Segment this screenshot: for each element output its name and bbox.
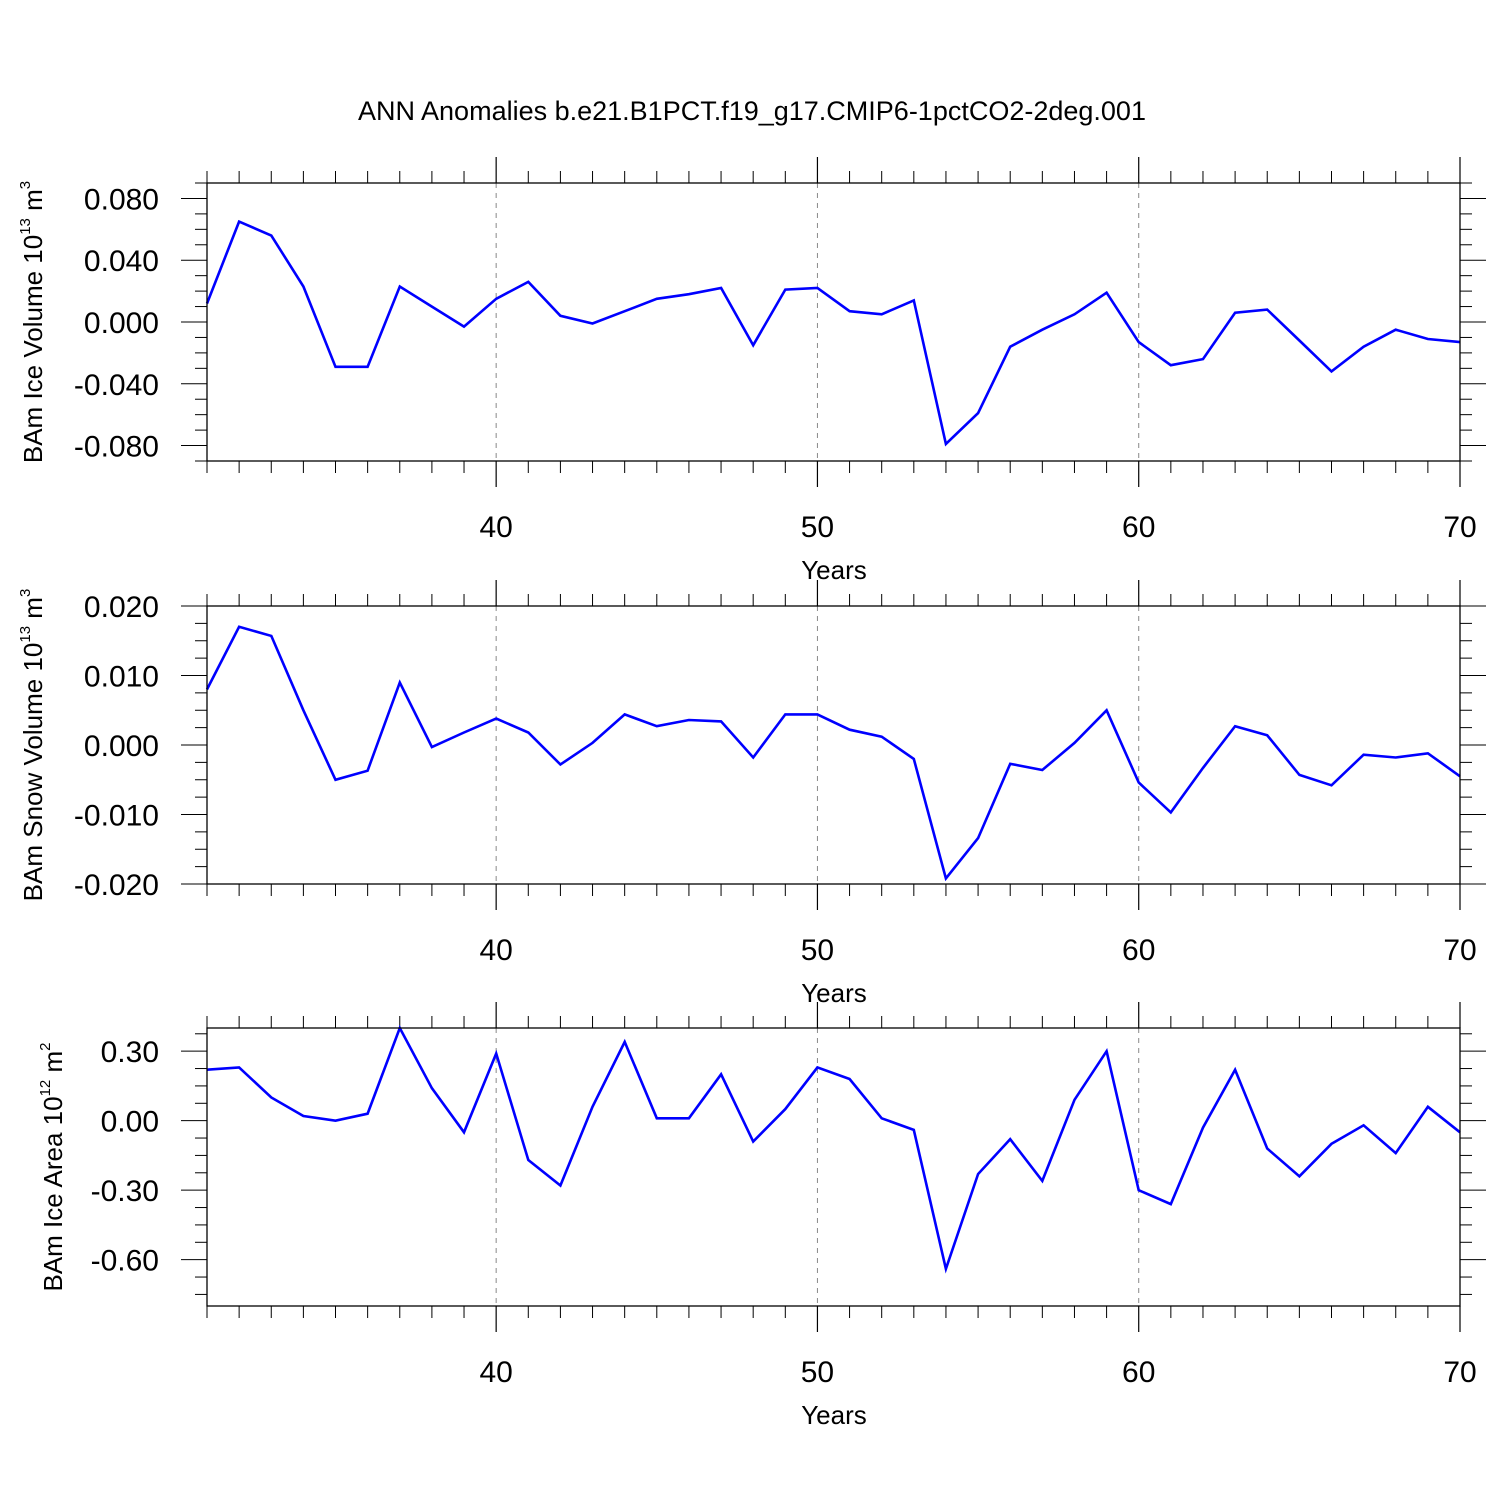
x-axis-title: Years bbox=[801, 555, 867, 585]
y-tick-label: 0.020 bbox=[84, 591, 159, 624]
y-tick-label: -0.60 bbox=[91, 1245, 159, 1278]
y-tick-label: 0.30 bbox=[101, 1036, 159, 1069]
y-tick-label: 0.00 bbox=[101, 1106, 159, 1139]
x-tick-label: 70 bbox=[1443, 1356, 1476, 1389]
y-axis-title: BAm Snow Volume 1013 m3 bbox=[17, 589, 48, 902]
chart-title: ANN Anomalies b.e21.B1PCT.f19_g17.CMIP6-… bbox=[358, 96, 1146, 126]
y-tick-label: 0.080 bbox=[84, 183, 159, 216]
x-tick-label: 60 bbox=[1122, 934, 1155, 967]
x-tick-label: 60 bbox=[1122, 511, 1155, 544]
plot-frame bbox=[206, 605, 1461, 885]
x-tick-label: 70 bbox=[1443, 511, 1476, 544]
y-tick-label: 0.000 bbox=[84, 730, 159, 763]
x-tick-label: 60 bbox=[1122, 1356, 1155, 1389]
y-tick-label: -0.020 bbox=[74, 869, 159, 902]
x-tick-label: 70 bbox=[1443, 934, 1476, 967]
x-tick-label: 40 bbox=[479, 1356, 512, 1389]
series-line bbox=[206, 1024, 1461, 1274]
y-tick-label: 0.040 bbox=[84, 245, 159, 278]
y-tick-label: 0.000 bbox=[84, 307, 159, 340]
y-tick-label: -0.080 bbox=[74, 431, 159, 464]
series-line bbox=[205, 219, 1461, 447]
y-tick-label: -0.010 bbox=[74, 800, 159, 833]
y-tick-label: -0.040 bbox=[74, 369, 159, 402]
x-axis-title: Years bbox=[801, 978, 867, 1008]
panel-2: 0.020 0.010 0.000 -0.010 -0.020 40 50 60 70 Years… bbox=[17, 580, 1486, 1008]
series-line bbox=[205, 625, 1461, 882]
x-tick-label: 50 bbox=[801, 934, 834, 967]
plot-frame bbox=[206, 182, 1461, 462]
panel-3: 0.30 0.00 -0.30 -0.60 40 50 60 70 Years BAm Ice A… bbox=[37, 1002, 1486, 1430]
plot-frame bbox=[206, 1027, 1461, 1307]
y-tick-label: 0.010 bbox=[84, 661, 159, 694]
x-tick-label: 50 bbox=[801, 511, 834, 544]
y-axis-title: BAm Ice Area 1012 m2 bbox=[37, 1042, 68, 1291]
chart-panels: 0.080 0.040 0.000 -0.040 -0.080 40 50 60 70 Years… bbox=[17, 157, 1486, 1430]
panel-1: 0.080 0.040 0.000 -0.040 -0.080 40 50 60 70 Years… bbox=[17, 157, 1486, 585]
x-tick-label: 50 bbox=[801, 1356, 834, 1389]
x-tick-label: 40 bbox=[479, 934, 512, 967]
x-axis-title: Years bbox=[801, 1400, 867, 1430]
y-tick-label: -0.30 bbox=[91, 1175, 159, 1208]
y-axis-title: BAm Ice Volume 1013 m3 bbox=[17, 181, 48, 463]
x-tick-label: 40 bbox=[479, 511, 512, 544]
